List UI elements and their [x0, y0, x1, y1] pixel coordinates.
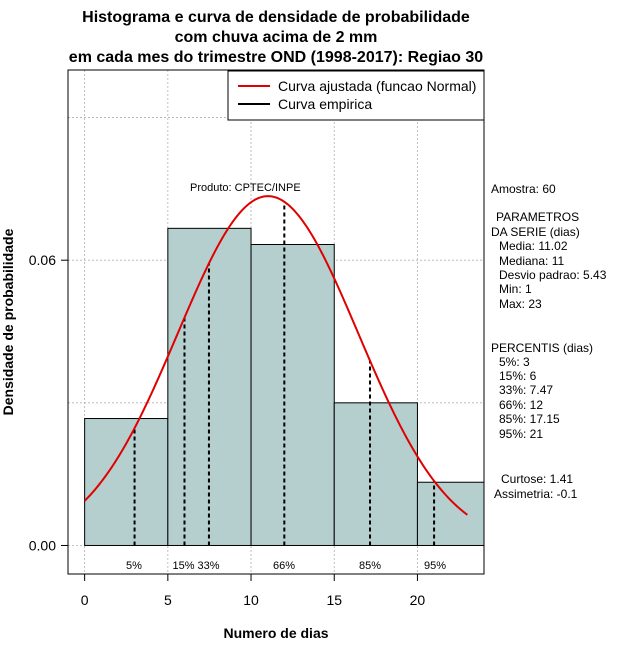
x-axis-title: Numero de dias [223, 625, 328, 641]
stat-parametros-title: PARAMETROS [496, 210, 579, 224]
stat-p95: 95%: 21 [499, 427, 543, 441]
x-tick-label-15: 15 [326, 592, 342, 608]
stat-min: Min: 1 [499, 282, 532, 296]
x-tick-label-10: 10 [243, 592, 259, 608]
stats-panel: Amostra: 60 PARAMETROS DA SERIE (dias) M… [491, 182, 607, 501]
stat-assimetria: Assimetria: -0.1 [494, 487, 578, 501]
stat-mediana: Mediana: 11 [499, 254, 564, 268]
normal-curve [83, 195, 468, 516]
stat-p33: 33%: 7.47 [499, 383, 553, 397]
stat-desvio: Desvio padrao: 5.43 [499, 268, 607, 282]
percentile-label-95: 95% [424, 560, 446, 572]
histogram-bar-3 [250, 243, 335, 546]
product-label: Produto: CPTEC/INPE [190, 182, 301, 194]
x-tick-label-5: 5 [164, 592, 172, 608]
stat-curtose: Curtose: 1.41 [501, 472, 573, 486]
stat-max: Max: 23 [499, 297, 542, 311]
stat-p66: 66%: 12 [499, 398, 543, 412]
y-axis-title: Densidade de probabilidade [0, 228, 16, 415]
legend-label-curva-ajustada: Curva ajustada (funcao Normal) [278, 78, 476, 94]
stat-percentis-title: PERCENTIS (dias) [491, 341, 593, 355]
histogram-bar-4 [333, 402, 418, 546]
legend-label-curva-empirica: Curva empirica [278, 96, 372, 112]
percentile-label-5: 5% [126, 560, 142, 572]
stat-p85: 85%: 17.15 [499, 412, 560, 426]
y-tick-label-0: 0.00 [29, 537, 56, 553]
chart-title-line-1: Histograma e curva de densidade de proba… [82, 9, 470, 26]
stat-p5: 5%: 3 [499, 355, 530, 369]
histogram-bar-5 [416, 481, 485, 546]
chart-title-line-2: com chuva acima de 2 mm [175, 29, 378, 46]
stat-parametros-subtitle: DA SERIE (dias) [491, 225, 580, 239]
legend: Curva ajustada (funcao Normal) Curva emp… [227, 70, 485, 121]
normal-curve-layer [83, 195, 468, 516]
axes: 0 5 10 15 20 0.00 0.06 [29, 252, 426, 608]
x-tick-label-20: 20 [410, 592, 426, 608]
chart-title-line-3: em cada mes do trimestre OND (1998-2017)… [69, 49, 484, 66]
y-tick-label-1: 0.06 [29, 252, 56, 268]
plot-frame [67, 69, 485, 575]
percentile-lines [133, 201, 436, 546]
stat-media: Media: 11.02 [499, 239, 568, 253]
percentile-label-15-33: 15% 33% [172, 560, 219, 572]
histogram-bar-1 [84, 418, 169, 546]
percentile-label-66: 66% [273, 560, 295, 572]
percentile-label-85: 85% [359, 560, 381, 572]
legend-box [227, 70, 485, 121]
stat-p15: 15%: 6 [499, 369, 537, 383]
stat-amostra: Amostra: 60 [491, 182, 556, 196]
x-tick-label-0: 0 [81, 592, 89, 608]
